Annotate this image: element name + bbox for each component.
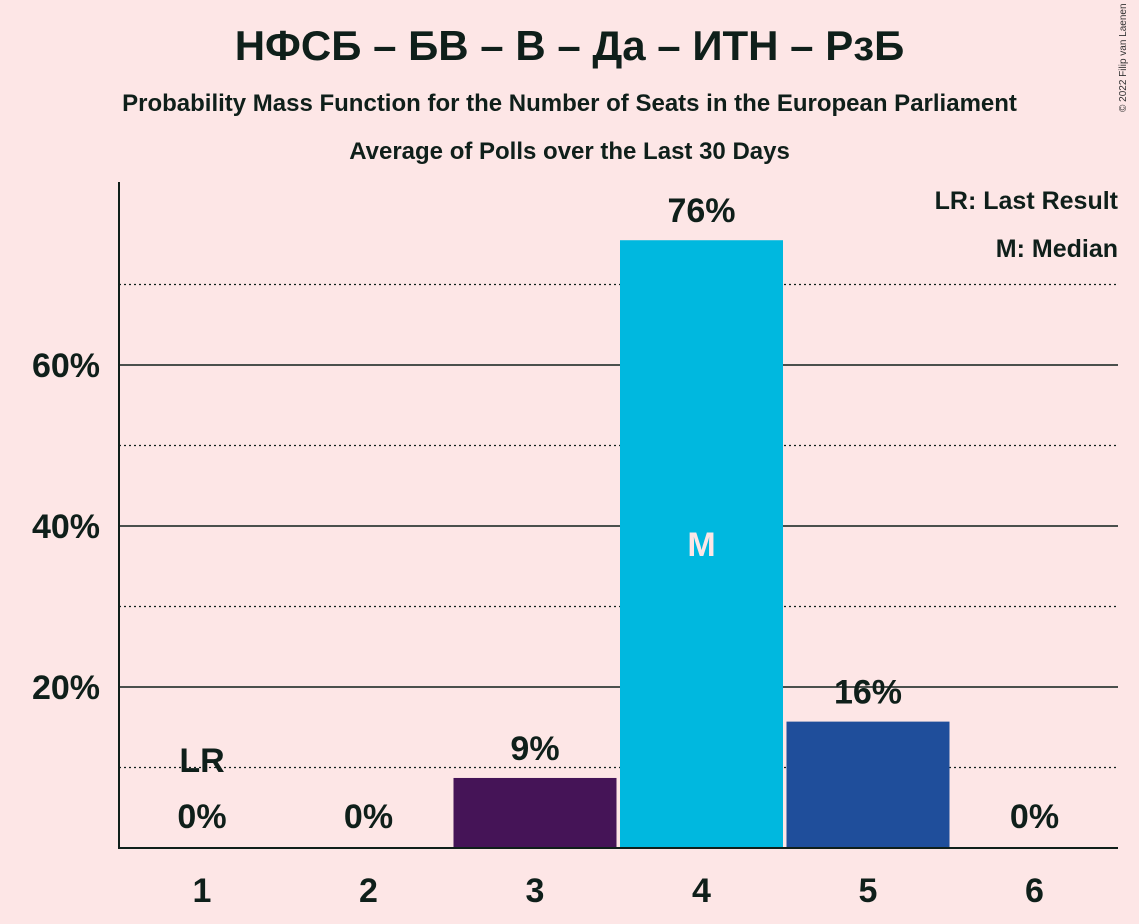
y-tick-label: 60% [32, 347, 100, 385]
x-tick-label: 6 [1025, 872, 1044, 910]
legend-last-result: LR: Last Result [935, 187, 1119, 215]
x-tick-label: 3 [526, 872, 545, 910]
bar-seats-5 [786, 721, 950, 848]
y-tick-label: 20% [32, 669, 100, 707]
bar-seats-4 [620, 240, 783, 849]
value-label: 0% [177, 798, 226, 836]
x-tick-label: 1 [193, 872, 212, 910]
y-tick-label: 40% [32, 508, 100, 546]
legend-median: M: Median [996, 235, 1118, 263]
value-label: 76% [667, 192, 735, 230]
value-label: 0% [1010, 798, 1059, 836]
value-label: 0% [344, 798, 393, 836]
x-tick-label: 2 [359, 872, 378, 910]
x-tick-label: 5 [859, 872, 878, 910]
bar-seats-3 [453, 777, 617, 848]
median-marker: M [687, 526, 715, 564]
value-label: 16% [834, 674, 902, 712]
chart-subtitle-secondary: Average of Polls over the Last 30 Days [349, 138, 790, 165]
last-result-marker: LR [179, 742, 224, 780]
grid-lines [119, 283, 1118, 769]
chart-title: НФСБ – БВ – В – Да – ИТН – РзБ [234, 22, 905, 69]
value-label: 9% [510, 730, 559, 768]
chart-subtitle: Probability Mass Function for the Number… [122, 90, 1017, 117]
x-tick-label: 4 [692, 872, 711, 910]
bars [453, 240, 950, 849]
